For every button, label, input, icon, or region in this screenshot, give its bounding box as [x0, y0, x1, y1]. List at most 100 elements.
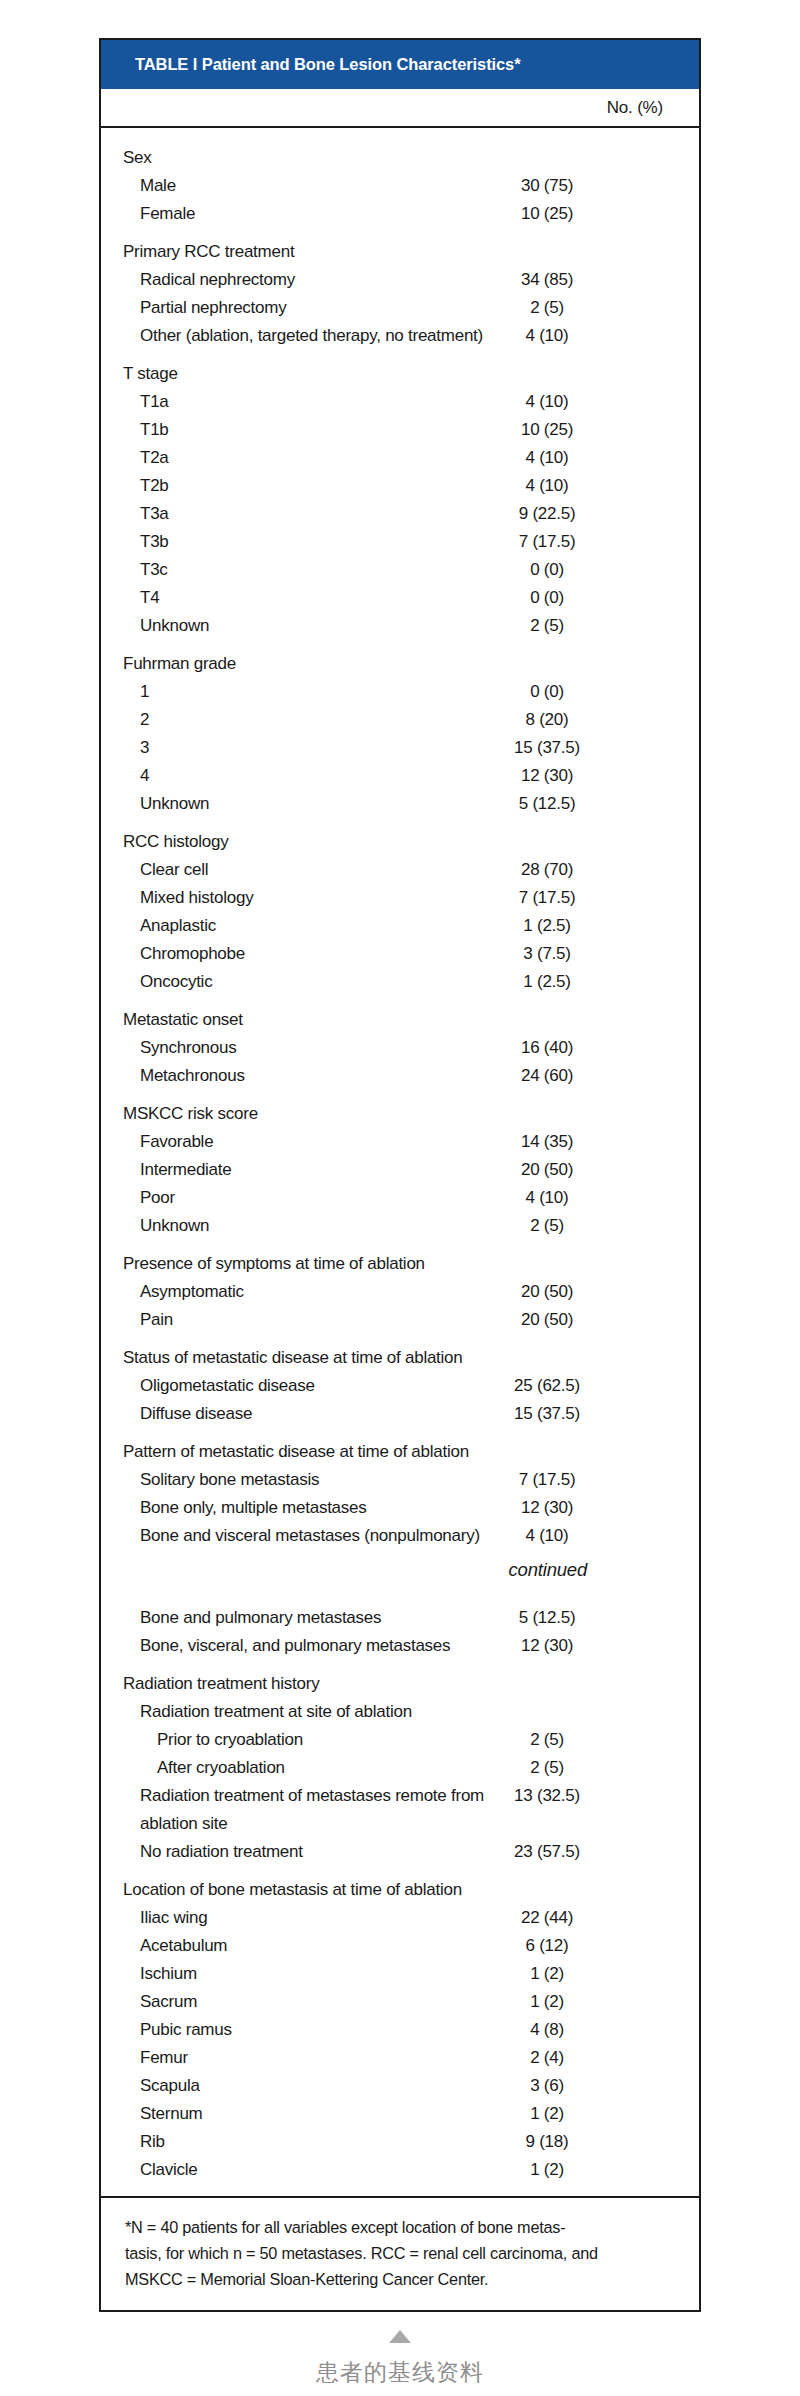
row-label: Fuhrman grade: [101, 650, 487, 678]
row-label: Acetabulum: [101, 1932, 487, 1960]
footnote-line: *N = 40 patients for all variables excep…: [125, 2214, 681, 2240]
table-row: Radiation treatment at site of ablation: [101, 1698, 699, 1726]
table-row: Unknown2 (5): [101, 1212, 699, 1240]
col-header-no-pct: No. (%): [607, 98, 663, 118]
row-value: 4 (10): [487, 322, 607, 350]
row-label: Bone and pulmonary metastases: [101, 1604, 487, 1632]
row-label: Iliac wing: [101, 1904, 487, 1932]
table-row: Clear cell28 (70): [101, 856, 699, 884]
row-label: Bone only, multiple metastases: [101, 1494, 487, 1522]
footnote: *N = 40 patients for all variables excep…: [101, 2196, 699, 2310]
table-row: T2a4 (10): [101, 444, 699, 472]
row-label: Radiation treatment at site of ablation: [101, 1698, 487, 1726]
row-value: 20 (50): [487, 1278, 607, 1306]
row-label: T3c: [101, 556, 487, 584]
row-label: Prior to cryoablation: [101, 1726, 487, 1754]
row-label: 4: [101, 762, 487, 790]
row-label: Favorable: [101, 1128, 487, 1156]
footnote-line: tasis, for which n = 50 metastases. RCC …: [125, 2240, 681, 2266]
row-label: Other (ablation, targeted therapy, no tr…: [101, 322, 487, 350]
row-label: Ischium: [101, 1960, 487, 1988]
row-label: Solitary bone metastasis: [101, 1466, 487, 1494]
row-label: Clear cell: [101, 856, 487, 884]
table-row: Sacrum1 (2): [101, 1988, 699, 2016]
row-label: Presence of symptoms at time of ablation: [101, 1250, 487, 1278]
table-row: Other (ablation, targeted therapy, no tr…: [101, 322, 699, 350]
row-value: 12 (30): [487, 1494, 607, 1522]
row-label: No radiation treatment: [101, 1838, 487, 1866]
row-label: T2a: [101, 444, 487, 472]
row-value: 6 (12): [487, 1932, 607, 1960]
row-label: Male: [101, 172, 487, 200]
row-value: 1 (2): [487, 2100, 607, 2128]
row-label: Location of bone metastasis at time of a…: [101, 1876, 487, 1904]
row-label: Chromophobe: [101, 940, 487, 968]
row-value: 8 (20): [487, 706, 607, 734]
row-value: 4 (10): [487, 388, 607, 416]
table-row: MSKCC risk score: [101, 1100, 699, 1128]
row-value: 22 (44): [487, 1904, 607, 1932]
row-value: 2 (5): [487, 294, 607, 322]
row-value: 7 (17.5): [487, 528, 607, 556]
table-row: Partial nephrectomy2 (5): [101, 294, 699, 322]
table-row: Bone and pulmonary metastases5 (12.5): [101, 1604, 699, 1632]
row-label: Poor: [101, 1184, 487, 1212]
row-label: Oncocytic: [101, 968, 487, 996]
table-row: Poor4 (10): [101, 1184, 699, 1212]
row-value: 10 (25): [487, 416, 607, 444]
row-value: 1 (2.5): [487, 968, 607, 996]
row-value: 2 (5): [487, 612, 607, 640]
table-row: Acetabulum6 (12): [101, 1932, 699, 1960]
row-label: Clavicle: [101, 2156, 487, 2184]
row-value: 2 (5): [487, 1212, 607, 1240]
row-label: Rib: [101, 2128, 487, 2156]
row-label: Mixed histology: [101, 884, 487, 912]
table-row: Chromophobe3 (7.5): [101, 940, 699, 968]
row-label: Sternum: [101, 2100, 487, 2128]
row-label: Synchronous: [101, 1034, 487, 1062]
table-row: Iliac wing22 (44): [101, 1904, 699, 1932]
table-row: Sternum1 (2): [101, 2100, 699, 2128]
table-row: Ischium1 (2): [101, 1960, 699, 1988]
table-row: Radiation treatment of metastases remote…: [101, 1782, 699, 1838]
row-label: Metastatic onset: [101, 1006, 487, 1034]
table-row: Presence of symptoms at time of ablation: [101, 1250, 699, 1278]
row-value: 1 (2.5): [487, 912, 607, 940]
figure-caption: 患者的基线资料: [0, 2357, 800, 2388]
row-label: Diffuse disease: [101, 1400, 487, 1428]
row-label: T2b: [101, 472, 487, 500]
row-value: 20 (50): [487, 1156, 607, 1184]
table-row: Anaplastic1 (2.5): [101, 912, 699, 940]
table-row: Pattern of metastatic disease at time of…: [101, 1438, 699, 1466]
row-value: 28 (70): [487, 856, 607, 884]
row-value: 5 (12.5): [487, 1604, 607, 1632]
table-row: Diffuse disease15 (37.5): [101, 1400, 699, 1428]
table-row: 28 (20): [101, 706, 699, 734]
row-label: Unknown: [101, 1212, 487, 1240]
table-row: Asymptomatic20 (50): [101, 1278, 699, 1306]
table-row: T stage: [101, 360, 699, 388]
row-value: 4 (8): [487, 2016, 607, 2044]
table-row: Pubic ramus4 (8): [101, 2016, 699, 2044]
table-row: T3b7 (17.5): [101, 528, 699, 556]
row-label: Anaplastic: [101, 912, 487, 940]
row-label: 3: [101, 734, 487, 762]
row-value: 14 (35): [487, 1128, 607, 1156]
row-value: 16 (40): [487, 1034, 607, 1062]
row-value: 1 (2): [487, 1988, 607, 2016]
footnote-line: MSKCC = Memorial Sloan-Kettering Cancer …: [125, 2266, 681, 2292]
table-row: Bone and visceral metastases (nonpulmona…: [101, 1522, 699, 1550]
row-label: MSKCC risk score: [101, 1100, 487, 1128]
table-title-bar: TABLE I Patient and Bone Lesion Characte…: [101, 40, 699, 89]
row-label: Pain: [101, 1306, 487, 1334]
table-row: Radical nephrectomy34 (85): [101, 266, 699, 294]
row-label: Pubic ramus: [101, 2016, 487, 2044]
row-label: T1a: [101, 388, 487, 416]
row-value: 4 (10): [487, 444, 607, 472]
table-row: 10 (0): [101, 678, 699, 706]
table-row: T3a9 (22.5): [101, 500, 699, 528]
row-value: 34 (85): [487, 266, 607, 294]
table-row: Status of metastatic disease at time of …: [101, 1344, 699, 1372]
collapse-triangle-icon[interactable]: [389, 2330, 411, 2343]
row-label: Primary RCC treatment: [101, 238, 487, 266]
